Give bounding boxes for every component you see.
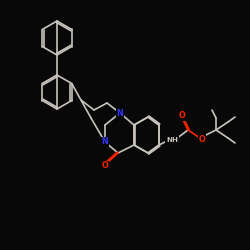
Text: O: O — [102, 162, 108, 170]
Text: NH: NH — [166, 137, 178, 143]
Text: N: N — [116, 108, 123, 118]
Text: N: N — [102, 138, 108, 146]
Text: O: O — [178, 112, 186, 120]
Text: O: O — [198, 134, 205, 143]
